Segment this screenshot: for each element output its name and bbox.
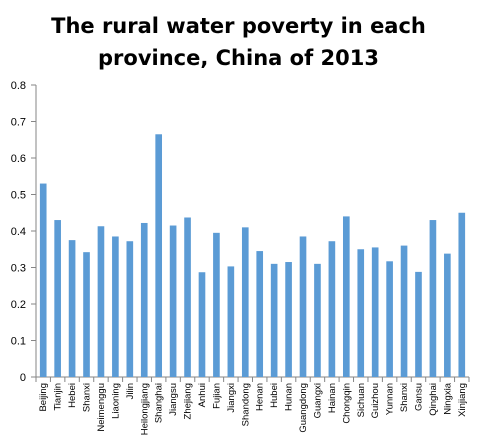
bar — [458, 212, 466, 377]
x-category-label: Fujian — [211, 383, 222, 409]
x-category-label: Guangxi — [312, 383, 323, 418]
bar — [241, 227, 249, 377]
x-category-label: Henan — [255, 383, 266, 411]
x-category-label: Neimenggu — [96, 383, 107, 432]
x-category-label: Gansu — [413, 383, 424, 411]
x-category-label: Hebei — [67, 383, 78, 408]
x-category-label: Zhejiang — [183, 383, 194, 419]
x-category-label: Jilin — [125, 383, 136, 399]
bar — [299, 236, 307, 377]
x-category-label: Liaoning — [110, 383, 121, 419]
chart-title: The rural water poverty in each province… — [0, 10, 477, 74]
bar — [357, 249, 365, 377]
y-tick-label: 0.7 — [11, 117, 26, 129]
chart-title-line-1: The rural water poverty in each — [51, 14, 426, 38]
x-category-label: Anhui — [197, 383, 208, 407]
y-tick-label: 0.4 — [11, 226, 26, 238]
bar — [184, 217, 191, 377]
y-tick-label: 0 — [20, 372, 26, 384]
x-category-label: Shanxi — [82, 383, 93, 412]
bar — [155, 134, 163, 377]
y-tick-label: 0.8 — [11, 80, 26, 92]
bar — [169, 225, 177, 377]
bar — [198, 272, 206, 377]
bar — [140, 222, 148, 377]
x-category-label: Guizhou — [370, 383, 381, 418]
x-category-label: Hainan — [327, 383, 338, 413]
y-tick-label: 0.6 — [11, 153, 26, 165]
bar — [371, 247, 379, 377]
chart-title-line-2: province, China of 2013 — [98, 46, 379, 70]
bar — [342, 216, 350, 377]
x-category-label: Heilongjiang — [139, 383, 150, 435]
bar — [39, 183, 47, 377]
bar — [54, 220, 61, 377]
y-tick-label: 0.2 — [11, 299, 26, 311]
x-category-label: Shanxi — [399, 383, 410, 412]
bar — [97, 226, 105, 377]
y-tick-label: 0.5 — [11, 190, 26, 202]
x-category-label: Guangdong — [298, 383, 309, 433]
bar — [444, 253, 451, 377]
bar — [328, 241, 336, 377]
x-category-label: Shandong — [240, 383, 251, 426]
bar — [126, 241, 134, 377]
x-category-label: Hunan — [284, 383, 295, 411]
x-category-label: Beijing — [38, 383, 49, 412]
x-category-label: Jiangsu — [168, 383, 179, 416]
bar — [256, 251, 264, 377]
bar — [386, 261, 393, 377]
bar — [314, 263, 321, 377]
x-category-label: Shanghai — [154, 383, 165, 423]
bar — [270, 263, 278, 377]
bar — [415, 271, 422, 377]
x-category-label: Chongqin — [341, 383, 352, 424]
bar — [68, 240, 76, 377]
x-category-label: Xinjiang — [457, 383, 468, 417]
bar — [112, 236, 119, 377]
y-tick-label: 0.1 — [11, 336, 26, 348]
y-tick-label: 0.3 — [11, 263, 26, 275]
x-category-label: Tianjin — [53, 383, 64, 411]
x-category-label: Sichuan — [356, 383, 367, 417]
x-category-label: Yunnan — [385, 383, 396, 415]
x-category-label: Qinghai — [428, 383, 439, 416]
x-category-label: Jiangxi — [226, 383, 237, 413]
bar — [400, 245, 408, 377]
x-category-label: Ningxia — [442, 382, 453, 414]
bar — [285, 262, 292, 377]
bar — [227, 266, 235, 377]
x-category-label: Hubei — [269, 383, 280, 408]
bar — [213, 232, 220, 377]
bar — [83, 252, 90, 377]
bar — [429, 220, 437, 377]
